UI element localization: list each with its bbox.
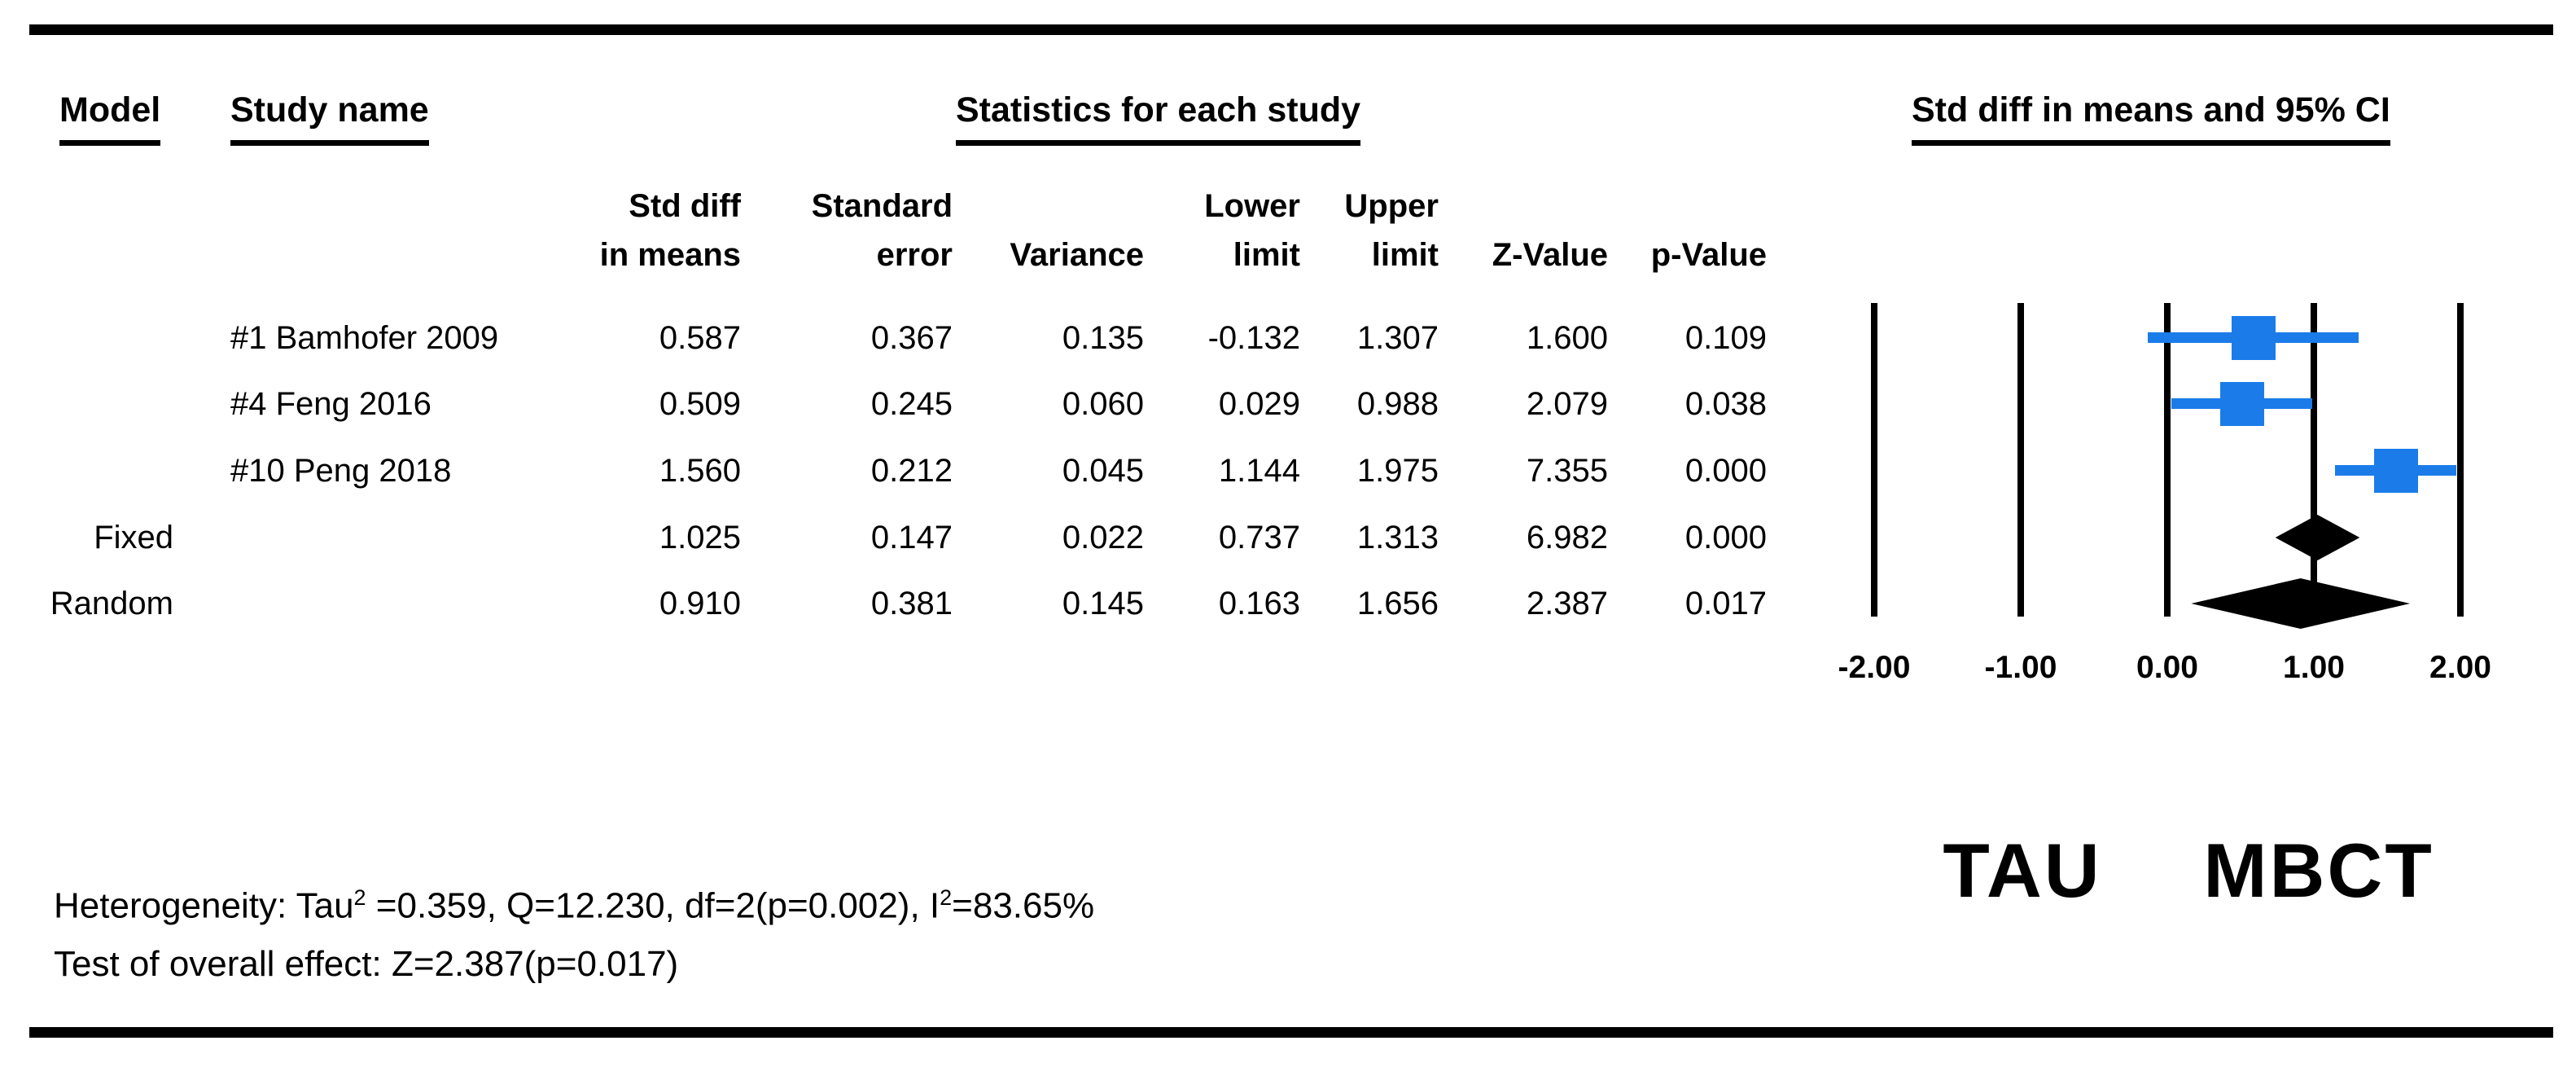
column-header-std_err: error	[876, 237, 953, 273]
stat-p: 0.017	[1684, 586, 1767, 621]
study-name-column-header: Study name	[230, 90, 429, 146]
axis-tick-label: 1.00	[2283, 650, 2345, 685]
column-header-upper: limit	[1371, 237, 1439, 273]
plot-gridline	[2457, 303, 2464, 617]
model-column-header: Model	[59, 90, 161, 146]
column-header-lower: Lower	[1204, 188, 1300, 224]
heterogeneity-suffix: =83.65%	[952, 885, 1095, 926]
bottom-border-rule	[29, 1027, 2553, 1038]
heterogeneity-prefix: Heterogeneity: Tau	[54, 885, 354, 926]
stat-lower: 0.737	[1218, 520, 1300, 555]
stat-p: 0.000	[1684, 453, 1767, 489]
axis-tick-label: 2.00	[2429, 650, 2491, 685]
column-header-std_err: Standard	[811, 188, 953, 224]
column-header-p: p-Value	[1650, 237, 1767, 273]
stat-lower: 0.163	[1218, 586, 1300, 621]
stat-std_err: 0.367	[870, 320, 953, 356]
pooled-diamond-random	[2191, 578, 2411, 629]
study-name: #4 Feng 2016	[230, 386, 432, 422]
i-squared-superscript: 2	[940, 885, 953, 910]
stat-std_err: 0.381	[870, 586, 953, 621]
effect-square	[2219, 382, 2264, 426]
column-header-upper: Upper	[1344, 188, 1439, 224]
effect-square	[2373, 449, 2418, 493]
model-label-random: Random	[50, 586, 173, 621]
stat-upper: 1.307	[1356, 320, 1439, 356]
stat-std_diff: 0.587	[659, 320, 741, 356]
stat-z: 7.355	[1526, 453, 1608, 489]
stat-std_err: 0.147	[870, 520, 953, 555]
study-name: #1 Bamhofer 2009	[230, 320, 499, 356]
plot-gridline	[1871, 303, 1877, 617]
stat-lower: 1.144	[1218, 453, 1300, 489]
group-label-mbct: MBCT	[2203, 828, 2434, 913]
axis-tick-label: -2.00	[1838, 650, 1911, 685]
model-label-fixed: Fixed	[94, 520, 173, 555]
stat-std_diff: 0.910	[659, 586, 741, 621]
stat-upper: 1.313	[1356, 520, 1439, 555]
stat-std_err: 0.212	[870, 453, 953, 489]
stat-upper: 1.975	[1356, 453, 1439, 489]
plot-section-title: Std diff in means and 95% CI	[1912, 90, 2390, 146]
effect-square	[2231, 316, 2276, 360]
column-header-variance: Variance	[1010, 237, 1144, 273]
stat-p: 0.038	[1684, 386, 1767, 422]
heterogeneity-mid: =0.359, Q=12.230, df=2(p=0.002), I	[366, 885, 940, 926]
axis-tick-label: -1.00	[1984, 650, 2057, 685]
stat-variance: 0.045	[1062, 453, 1144, 489]
heterogeneity-text: Heterogeneity: Tau2 =0.359, Q=12.230, df…	[54, 876, 1094, 928]
overall-effect-text: Test of overall effect: Z=2.387(p=0.017)	[54, 944, 679, 984]
group-label-tau: TAU	[1943, 828, 2102, 913]
stat-std_diff: 0.509	[659, 386, 741, 422]
stat-std_diff: 1.560	[659, 453, 741, 489]
stat-variance: 0.060	[1062, 386, 1144, 422]
stat-variance: 0.135	[1062, 320, 1144, 356]
pooled-diamond-fixed	[2275, 515, 2360, 560]
stat-p: 0.109	[1684, 320, 1767, 356]
stat-upper: 0.988	[1356, 386, 1439, 422]
stat-variance: 0.022	[1062, 520, 1144, 555]
stat-z: 2.387	[1526, 586, 1608, 621]
column-header-z: Z-Value	[1492, 237, 1608, 273]
top-border-rule	[29, 24, 2553, 35]
plot-gridline	[2017, 303, 2024, 617]
column-header-std_diff: in means	[599, 237, 741, 273]
stat-p: 0.000	[1684, 520, 1767, 555]
stat-variance: 0.145	[1062, 586, 1144, 621]
stat-lower: 0.029	[1218, 386, 1300, 422]
tau-squared-superscript: 2	[353, 885, 366, 910]
stat-std_err: 0.245	[870, 386, 953, 422]
study-name: #10 Peng 2018	[230, 453, 452, 489]
stat-z: 2.079	[1526, 386, 1608, 422]
stat-lower: -0.132	[1207, 320, 1300, 356]
column-header-lower: limit	[1233, 237, 1300, 273]
column-header-std_diff: Std diff	[629, 188, 741, 224]
stat-z: 6.982	[1526, 520, 1608, 555]
stat-std_diff: 1.025	[659, 520, 741, 555]
statistics-section-title: Statistics for each study	[956, 90, 1361, 146]
stat-upper: 1.656	[1356, 586, 1439, 621]
stat-z: 1.600	[1526, 320, 1608, 356]
plot-gridline	[2164, 303, 2171, 617]
plot-gridline	[2311, 303, 2317, 617]
axis-tick-label: 0.00	[2136, 650, 2198, 685]
